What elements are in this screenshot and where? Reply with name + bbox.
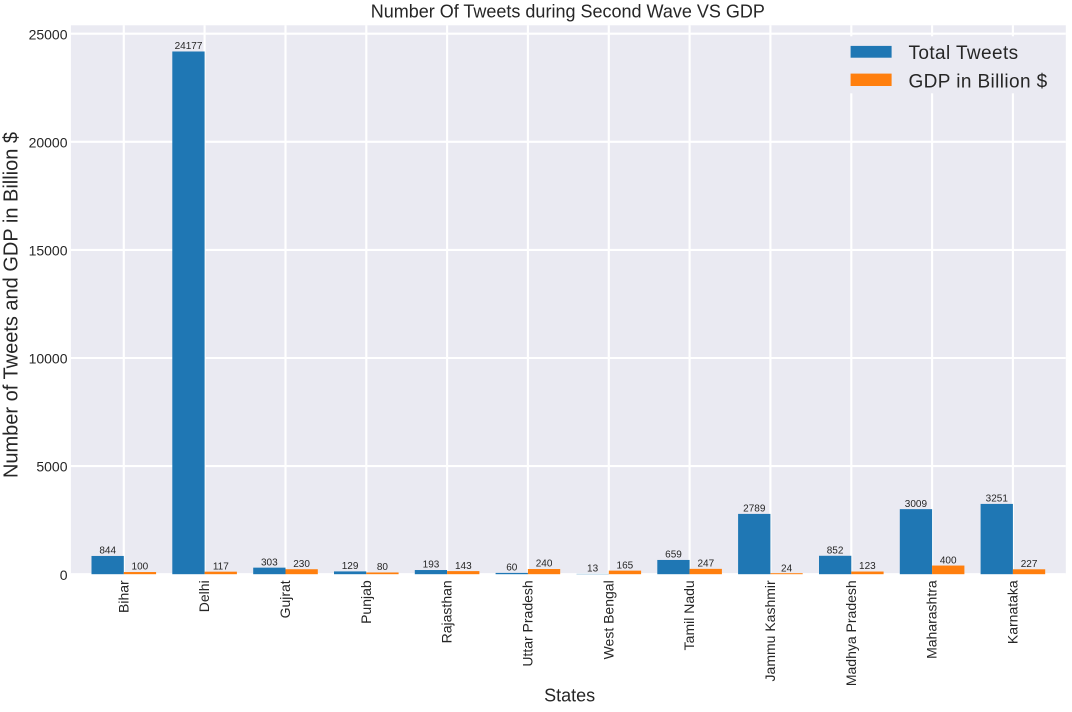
svg-text:230: 230: [293, 559, 310, 570]
svg-text:Rajasthan: Rajasthan: [439, 580, 455, 643]
svg-text:Delhi: Delhi: [196, 580, 212, 612]
svg-text:5000: 5000: [36, 459, 67, 475]
svg-text:193: 193: [423, 560, 440, 571]
svg-text:Total Tweets: Total Tweets: [909, 43, 1019, 64]
svg-text:Jammu Kashmir: Jammu Kashmir: [762, 580, 778, 681]
svg-text:15000: 15000: [29, 243, 68, 259]
svg-text:0: 0: [60, 567, 68, 583]
svg-text:10000: 10000: [29, 351, 68, 367]
svg-text:3251: 3251: [986, 494, 1009, 505]
svg-text:117: 117: [213, 561, 229, 572]
svg-text:Tamil Nadu: Tamil Nadu: [681, 580, 697, 650]
svg-text:Maharashtra: Maharashtra: [924, 580, 940, 659]
svg-text:GDP in Billion $: GDP in Billion $: [909, 71, 1048, 92]
svg-text:60: 60: [506, 563, 518, 574]
svg-text:13: 13: [587, 564, 599, 575]
svg-text:States: States: [544, 685, 595, 705]
svg-text:Uttar Pradesh: Uttar Pradesh: [520, 580, 536, 666]
svg-text:24: 24: [781, 563, 793, 574]
svg-text:165: 165: [617, 560, 634, 571]
svg-text:100: 100: [132, 562, 149, 573]
svg-text:24177: 24177: [175, 41, 203, 52]
svg-text:Punjab: Punjab: [358, 580, 374, 624]
svg-text:25000: 25000: [29, 26, 68, 42]
svg-text:240: 240: [536, 559, 553, 570]
svg-text:659: 659: [665, 550, 682, 561]
svg-text:Bihar: Bihar: [115, 580, 131, 613]
svg-text:247: 247: [697, 559, 714, 570]
svg-text:2789: 2789: [743, 504, 766, 515]
svg-text:123: 123: [859, 561, 876, 572]
svg-text:Karnataka: Karnataka: [1005, 580, 1021, 644]
svg-text:Madhya Pradesh: Madhya Pradesh: [843, 580, 859, 686]
svg-text:852: 852: [827, 546, 844, 557]
svg-text:West Bengal: West Bengal: [600, 580, 616, 659]
svg-text:20000: 20000: [29, 134, 68, 150]
svg-text:Number Of Tweets during Second: Number Of Tweets during Second Wave VS G…: [371, 2, 765, 22]
svg-text:Gujrat: Gujrat: [277, 580, 293, 618]
svg-text:3009: 3009: [905, 499, 928, 510]
svg-text:400: 400: [940, 555, 957, 566]
svg-text:Number of Tweets and GDP in Bi: Number of Tweets and GDP in Billion $: [1, 132, 23, 478]
svg-text:80: 80: [377, 562, 389, 573]
svg-text:129: 129: [342, 561, 359, 572]
svg-text:844: 844: [99, 546, 116, 557]
svg-text:227: 227: [1021, 559, 1038, 570]
svg-text:303: 303: [261, 557, 278, 568]
svg-text:143: 143: [455, 561, 472, 572]
